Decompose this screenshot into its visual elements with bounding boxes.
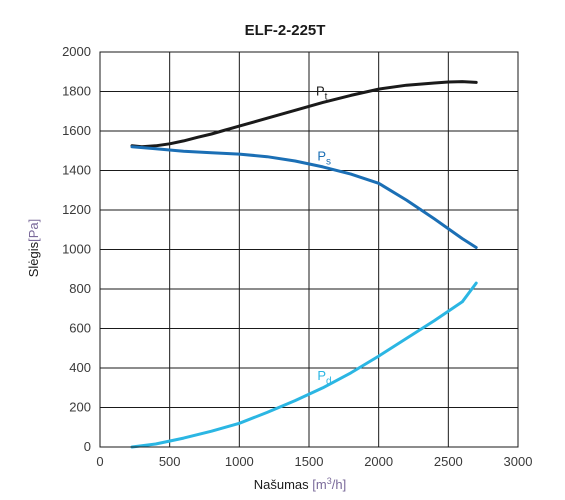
y-tick-label: 0 (84, 439, 91, 454)
x-tick-label: 500 (159, 454, 181, 469)
y-tick-label: 2000 (62, 44, 91, 59)
y-tick-label: 1400 (62, 163, 91, 178)
y-tick-label: 1600 (62, 123, 91, 138)
y-tick-label: 800 (69, 281, 91, 296)
plot-frame (99, 51, 519, 448)
x-tick-label: 1000 (225, 454, 254, 469)
x-tick-label: 3000 (504, 454, 533, 469)
x-tick-label: 2500 (434, 454, 463, 469)
y-tick-label: 1000 (62, 242, 91, 257)
series-lines (130, 80, 478, 449)
x-tick-label: 1500 (295, 454, 324, 469)
series-label-pd: Pd (317, 368, 331, 387)
x-tick-label: 2000 (364, 454, 393, 469)
y-tick-label: 600 (69, 321, 91, 336)
y-tick-label: 1800 (62, 84, 91, 99)
y-tick-label: 200 (69, 400, 91, 415)
series-label-pt: Pt (316, 83, 328, 102)
x-axis-label: Našumas [m3/h] (254, 476, 347, 492)
y-tick-label: 1200 (62, 202, 91, 217)
chart-title: ELF-2-225T (245, 22, 326, 39)
tick-labels: 0 500 1000 1500 2000 2500 3000 0 200 400 600 800 100… (62, 44, 532, 469)
x-tick-label: 0 (96, 454, 103, 469)
y-axis-label: Slėgis[Pa] (26, 219, 41, 278)
series-line-pd (130, 281, 478, 449)
y-tick-label: 400 (69, 360, 91, 375)
series-line-pt (130, 80, 478, 149)
grid (99, 51, 519, 448)
series-line-ps (130, 145, 478, 249)
series-label-ps: Ps (317, 149, 331, 168)
series-labels: Pt Ps Pd (316, 83, 332, 386)
